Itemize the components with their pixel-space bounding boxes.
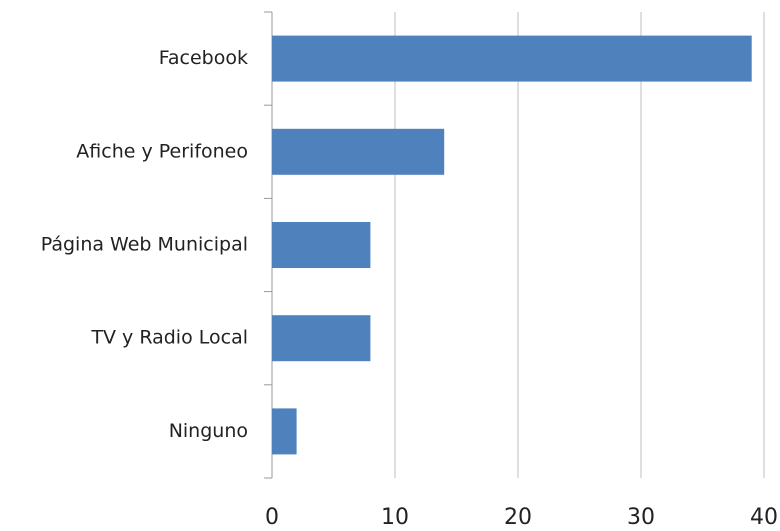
bar bbox=[272, 222, 371, 268]
x-tick-label: 20 bbox=[504, 505, 532, 530]
x-tick-label: 10 bbox=[381, 505, 409, 530]
y-tick-label: Afiche y Perifoneo bbox=[76, 140, 248, 162]
x-tick-label: 0 bbox=[265, 505, 279, 530]
x-tick-label: 30 bbox=[627, 505, 655, 530]
x-tick-label: 40 bbox=[750, 505, 778, 530]
bar bbox=[272, 35, 752, 82]
y-tick-label: Ninguno bbox=[169, 420, 248, 442]
y-tick-label: Página Web Municipal bbox=[41, 234, 248, 256]
y-tick-label: TV y Radio Local bbox=[90, 327, 248, 349]
bar bbox=[272, 128, 445, 175]
y-tick-label: Facebook bbox=[159, 47, 248, 69]
bar bbox=[272, 408, 297, 455]
bar bbox=[272, 315, 371, 362]
